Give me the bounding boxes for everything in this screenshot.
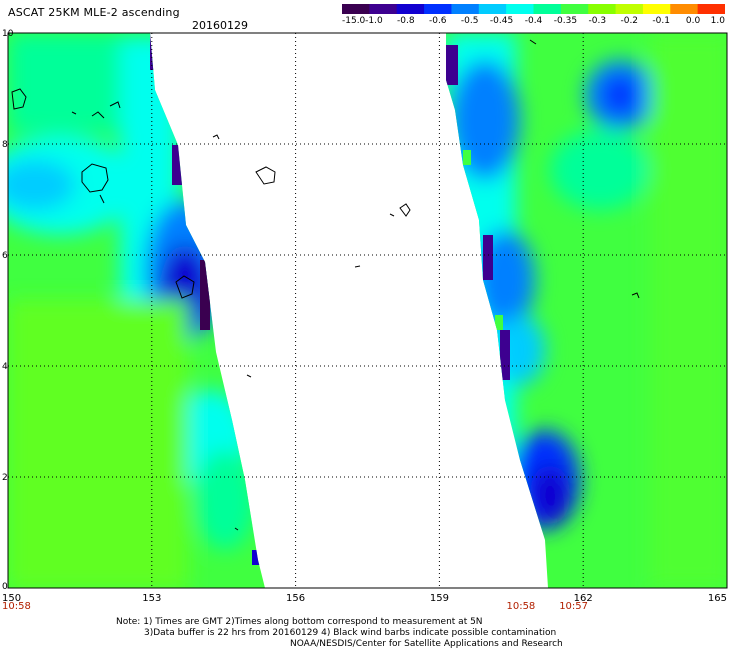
x-tick-label: 159 [430,593,449,604]
y-tick-label: 10 [2,29,14,39]
colorbar-swatch [424,4,452,14]
colorbar-label: -0.45 [490,16,513,24]
colorbar-swatch [588,4,617,14]
plot-frame [7,32,728,589]
y-tick-label: 6 [2,251,8,261]
colorbar-label: -0.2 [620,16,638,24]
colorbar-label: -15.0 [342,16,366,24]
colorbar-label: 1.0 [711,16,725,24]
note-line-2: 3)Data buffer is 22 hrs from 20160129 4)… [144,628,557,638]
colorbar-swatch [615,4,644,14]
colorbar-swatch [697,4,725,14]
colorbar-swatch [560,4,589,14]
graticule [8,33,727,588]
colorbar-swatch [451,4,480,14]
colorbar-swatch [342,4,370,14]
colorbar-label: -0.1 [652,16,670,24]
colorbar-label: -0.6 [429,16,447,24]
colorbar-swatch [670,4,699,14]
colorbar-swatch [533,4,562,14]
colorbar-label: -0.3 [589,16,607,24]
product-title: ASCAT 25KM MLE-2 ascending [8,6,180,19]
colorbar-swatch [478,4,507,14]
x-tick-label: 150 [2,593,21,604]
y-tick-label: 0 [2,582,8,592]
product-date: 20160129 [192,19,248,32]
colorbar: -15.0 -1.0 -0.8 -0.6 -0.5 -0.45 -0.4 -0.35 -0.3 -… [342,4,725,24]
x-tick-label: 156 [286,593,305,604]
x-tick-label: 162 [574,593,593,604]
y-tick-label: 4 [2,362,8,372]
colorbar-swatch [369,4,398,14]
colorbar-swatch [642,4,671,14]
pass-time-label: 10:58 [506,601,535,612]
colorbar-label: 0.0 [686,16,701,24]
left-swath [8,33,265,588]
colorbar-label: -0.35 [554,16,577,24]
colorbar-label: -0.4 [525,16,543,24]
x-tick-label: 165 [708,593,727,604]
colorbar-label: -1.0 [365,16,383,24]
colorbar-label: -0.5 [461,16,479,24]
coastlines [11,39,640,531]
y-tick-label: 2 [2,473,8,483]
colorbar-label: -0.8 [397,16,415,24]
y-tick-label: 8 [2,140,8,150]
note-line-3: NOAA/NESDIS/Center for Satellite Applica… [290,639,563,649]
pass-time-label: 10:58 [2,601,31,612]
pass-time-label: 10:57 [559,601,588,612]
colorbar-swatch [396,4,425,14]
note-line-1: Note: 1) Times are GMT 2)Times along bot… [116,617,483,627]
x-tick-label: 153 [142,593,161,604]
right-swath [446,33,727,588]
colorbar-swatch [506,4,534,14]
